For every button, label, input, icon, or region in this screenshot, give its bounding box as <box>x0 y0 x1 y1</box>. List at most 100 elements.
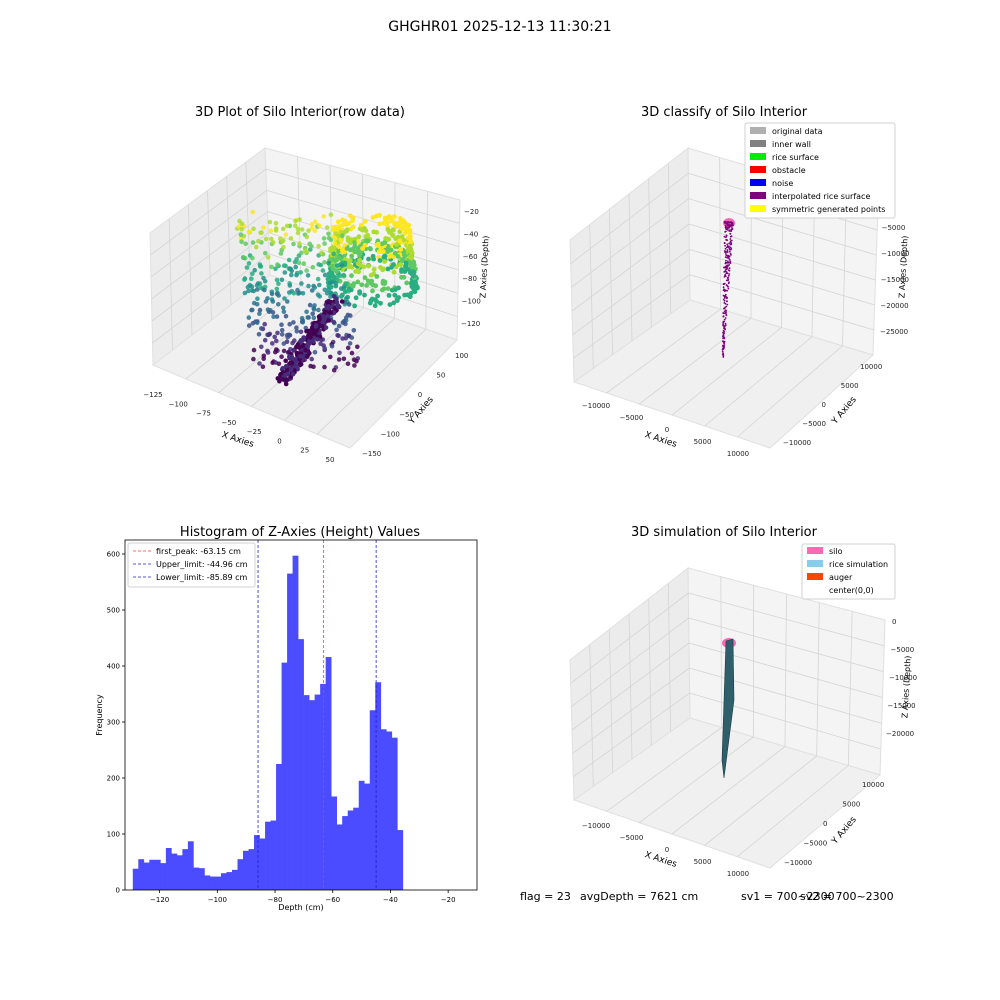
data-point <box>295 226 301 232</box>
legend-swatch <box>807 586 823 593</box>
data-point <box>351 240 357 246</box>
data-point <box>721 353 724 356</box>
data-point <box>724 317 727 319</box>
data-point <box>383 236 389 241</box>
data-point <box>334 296 339 302</box>
legend-box <box>744 122 896 219</box>
data-point <box>723 276 726 278</box>
z-tick-label: −20000 <box>880 302 908 310</box>
data-point <box>732 224 734 227</box>
data-point <box>394 242 400 248</box>
data-point <box>728 257 730 260</box>
data-point <box>349 273 354 279</box>
data-point <box>276 361 282 367</box>
data-point <box>722 315 725 318</box>
data-point <box>251 226 256 231</box>
data-point <box>725 226 728 229</box>
data-point <box>306 228 311 233</box>
histogram-bar <box>397 830 404 890</box>
histogram-bar <box>220 873 227 890</box>
data-point <box>270 341 275 346</box>
data-point <box>371 267 377 272</box>
data-point <box>350 215 356 221</box>
data-point <box>726 251 729 253</box>
data-point <box>393 287 398 292</box>
data-point <box>326 271 332 277</box>
data-point <box>245 284 251 290</box>
histogram-bar <box>171 853 178 890</box>
data-point <box>251 356 256 362</box>
data-point <box>279 354 284 360</box>
data-point <box>312 285 318 290</box>
data-point <box>263 236 269 242</box>
data-point <box>727 287 730 290</box>
histogram-bar <box>237 859 244 890</box>
data-point <box>281 263 287 268</box>
data-point <box>335 219 341 225</box>
y-tick-label: 100 <box>455 352 468 360</box>
data-point <box>334 327 339 333</box>
data-point <box>312 350 318 355</box>
data-point <box>722 289 725 292</box>
data-point <box>326 318 331 323</box>
y-tick-label: 5000 <box>843 801 861 809</box>
data-point <box>290 371 296 377</box>
data-point <box>345 361 351 367</box>
data-point <box>316 307 321 313</box>
data-point <box>298 354 304 359</box>
rice-simulation-surface <box>721 638 735 779</box>
data-point <box>386 293 392 298</box>
data-point <box>385 220 390 226</box>
data-point <box>381 254 387 260</box>
data-point <box>347 240 353 246</box>
data-point <box>353 295 359 301</box>
x-tick-label: −120 <box>150 896 169 904</box>
histogram-bar <box>176 855 183 890</box>
data-point <box>305 315 311 320</box>
data-point <box>340 222 345 228</box>
data-point <box>722 323 724 326</box>
grid-line <box>671 327 782 416</box>
data-point <box>385 266 391 272</box>
data-point <box>371 256 376 262</box>
z-tick-label: −5000 <box>882 224 906 232</box>
data-point <box>283 381 289 387</box>
data-point <box>722 324 725 327</box>
data-point <box>275 262 280 267</box>
data-point <box>355 240 361 245</box>
data-point <box>246 315 252 320</box>
data-point <box>291 320 296 325</box>
x-axis-label: Depth (cm) <box>278 903 323 912</box>
data-point <box>295 230 301 236</box>
data-point <box>265 307 271 312</box>
y-tick-label: 500 <box>107 607 120 615</box>
data-point <box>726 243 729 246</box>
data-point <box>250 321 256 326</box>
data-point <box>319 323 325 329</box>
x-tick-label: 10000 <box>727 450 749 458</box>
data-point <box>380 278 386 284</box>
legend-label: center(0,0) <box>829 586 874 595</box>
z-tick-label: −60 <box>463 253 478 261</box>
data-point <box>281 348 287 354</box>
grid-line <box>573 692 690 777</box>
data-point <box>250 255 255 261</box>
data-point <box>356 234 362 240</box>
data-point <box>409 284 415 289</box>
data-point <box>728 267 731 270</box>
data-point <box>334 254 340 259</box>
data-point <box>263 250 268 256</box>
data-point <box>726 249 729 251</box>
data-point <box>315 337 320 342</box>
data-point <box>282 296 287 301</box>
y-tick-label: 0 <box>823 820 827 828</box>
data-point <box>391 269 397 275</box>
data-point <box>723 325 726 328</box>
data-point <box>284 223 290 229</box>
data-point <box>727 274 730 277</box>
z-tick-label: 0 <box>892 618 896 626</box>
legend: original data inner wall rice surface obsta… <box>744 122 896 219</box>
data-point <box>362 219 368 224</box>
data-point <box>356 269 361 275</box>
data-point <box>304 309 309 315</box>
